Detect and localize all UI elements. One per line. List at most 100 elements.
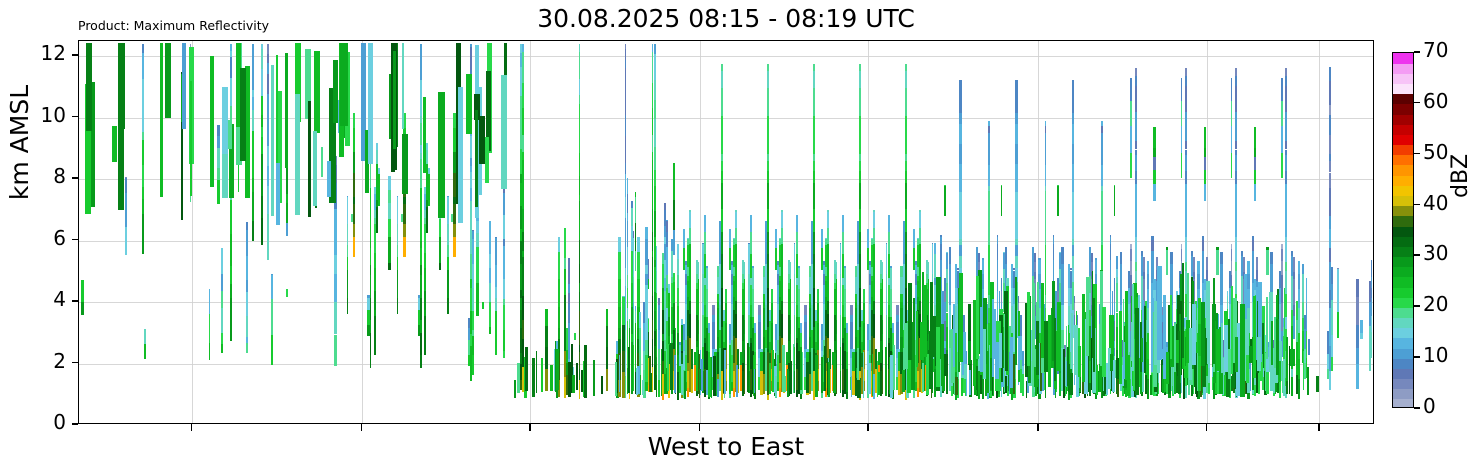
reflectivity-cell: [396, 256, 399, 270]
reflectivity-cell: [996, 244, 998, 260]
reflectivity-cell: [1053, 317, 1056, 381]
reflectivity-cell: [992, 299, 995, 378]
reflectivity-cell: [825, 237, 828, 239]
reflectivity-cell: [285, 289, 288, 297]
reflectivity-cell: [747, 327, 750, 347]
reflectivity-cell: [1134, 119, 1137, 141]
reflectivity-cell: [453, 236, 456, 258]
reflectivity-cell: [388, 203, 392, 220]
reflectivity-cell: [1151, 235, 1154, 240]
reflectivity-cell: [535, 351, 537, 394]
reflectivity-cell: [1220, 251, 1223, 264]
reflectivity-cell: [469, 200, 472, 227]
reflectivity-cell: [1195, 342, 1198, 350]
reflectivity-cell: [777, 355, 780, 366]
reflectivity-cell: [1201, 251, 1205, 265]
reflectivity-cell: [1134, 244, 1137, 262]
reflectivity-cell: [896, 348, 899, 358]
reflectivity-cell: [749, 232, 752, 255]
reflectivity-cell: [1285, 244, 1288, 262]
reflectivity-cell: [720, 306, 723, 327]
reflectivity-cell: [484, 136, 490, 184]
reflectivity-cell: [578, 52, 581, 79]
reflectivity-cell: [1230, 78, 1233, 101]
reflectivity-cell: [808, 327, 811, 338]
reflectivity-cell: [1134, 140, 1137, 150]
reflectivity-cell: [375, 143, 379, 150]
reflectivity-cell: [1337, 269, 1340, 288]
reflectivity-cell: [704, 389, 706, 397]
reflectivity-cell: [503, 215, 506, 240]
reflectivity-cell: [915, 261, 918, 266]
reflectivity-cell: [1153, 183, 1157, 202]
reflectivity-cell: [850, 348, 853, 358]
reflectivity-cell: [752, 354, 755, 396]
reflectivity-cell: [1207, 360, 1210, 368]
reflectivity-cell: [520, 276, 523, 290]
reflectivity-cell: [900, 374, 903, 394]
reflectivity-cell: [766, 154, 769, 161]
reflectivity-cell: [647, 279, 650, 289]
reflectivity-cell: [823, 273, 826, 286]
reflectivity-cell: [793, 291, 796, 304]
reflectivity-cell: [488, 220, 492, 237]
reflectivity-cell: [651, 367, 654, 392]
reflectivity-cell: [662, 264, 665, 289]
reflectivity-cell: [950, 385, 953, 396]
reflectivity-cell: [578, 344, 581, 353]
reflectivity-cell: [520, 379, 523, 391]
reflectivity-cell: [453, 127, 456, 152]
reflectivity-cell: [396, 245, 399, 257]
reflectivity-cell: [653, 44, 657, 54]
reflectivity-cell: [1044, 367, 1047, 382]
reflectivity-cell: [749, 389, 752, 397]
reflectivity-cell: [494, 338, 497, 356]
reflectivity-cell: [377, 198, 380, 206]
reflectivity-cell: [1205, 374, 1208, 393]
reflectivity-cell: [959, 112, 962, 124]
reflectivity-cell: [1044, 165, 1047, 186]
reflectivity-cell: [933, 369, 936, 390]
reflectivity-cell: [578, 195, 581, 202]
reflectivity-cell: [793, 258, 796, 275]
reflectivity-cell: [295, 42, 302, 122]
reflectivity-cell: [1285, 351, 1288, 365]
reflectivity-cell: [1174, 371, 1176, 395]
reflectivity-cell: [884, 346, 888, 396]
reflectivity-cell: [931, 258, 934, 275]
reflectivity-cell: [419, 144, 422, 154]
reflectivity-cell: [624, 60, 627, 68]
reflectivity-cell: [471, 273, 475, 289]
reflectivity-cell: [754, 322, 756, 333]
reflectivity-cell: [902, 263, 905, 286]
reflectivity-cell: [720, 254, 723, 278]
reflectivity-cell: [766, 277, 769, 288]
reflectivity-cell: [260, 115, 264, 127]
reflectivity-cell: [373, 224, 376, 244]
reflectivity-cell: [856, 347, 859, 376]
reflectivity-cell: [1069, 268, 1073, 271]
reflectivity-cell: [332, 60, 338, 124]
reflectivity-cell: [651, 257, 654, 277]
reflectivity-cell: [1184, 377, 1187, 386]
reflectivity-cell: [1329, 345, 1331, 371]
reflectivity-cell: [653, 375, 657, 391]
reflectivity-cell: [775, 339, 778, 352]
reflectivity-cell: [1251, 235, 1255, 240]
reflectivity-cell: [469, 345, 472, 369]
reflectivity-cell: [691, 369, 693, 394]
reflectivity-cell: [1153, 126, 1157, 148]
reflectivity-cell: [664, 236, 666, 245]
reflectivity-cell: [624, 330, 627, 353]
reflectivity-cell: [927, 303, 930, 321]
reflectivity-cell: [1195, 320, 1198, 343]
reflectivity-cell: [856, 285, 859, 305]
reflectivity-cell: [1044, 217, 1047, 238]
reflectivity-cell: [1252, 295, 1256, 379]
reflectivity-cell: [522, 108, 524, 135]
reflectivity-cell: [628, 328, 631, 353]
reflectivity-cell: [779, 370, 782, 389]
reflectivity-cell: [428, 198, 431, 206]
reflectivity-cell: [672, 349, 676, 371]
reflectivity-cell: [1329, 196, 1331, 217]
